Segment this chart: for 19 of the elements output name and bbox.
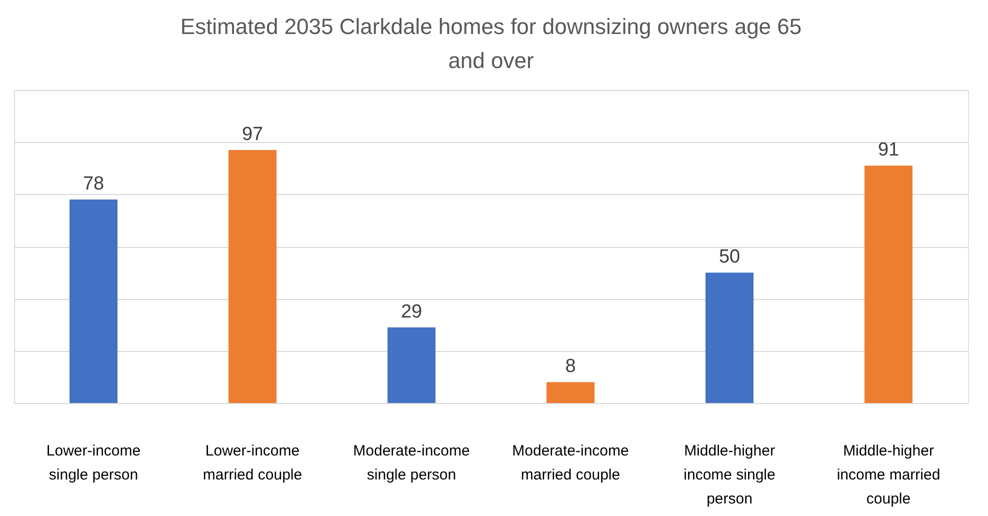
x-tick-label: Lower-income single person bbox=[46, 442, 141, 484]
data-label: 91 bbox=[878, 140, 900, 161]
x-tick-label: Moderate-income married couple bbox=[512, 442, 629, 484]
x-tick-label: Middle-higher income married couple bbox=[836, 442, 940, 508]
bar bbox=[388, 327, 436, 403]
bar bbox=[546, 382, 594, 403]
x-tick-label: Moderate-income single person bbox=[353, 442, 470, 484]
bar bbox=[228, 150, 276, 403]
data-label: 8 bbox=[565, 356, 576, 378]
x-tick-label: Lower-income married couple bbox=[202, 442, 302, 484]
bar bbox=[864, 166, 912, 403]
bar bbox=[70, 200, 118, 403]
data-label: 29 bbox=[400, 301, 422, 322]
data-label: 97 bbox=[242, 124, 264, 145]
bar bbox=[706, 272, 754, 403]
x-tick-label: Middle-higher income single person bbox=[684, 442, 776, 508]
data-label: 50 bbox=[718, 246, 740, 268]
data-label: 78 bbox=[82, 174, 104, 195]
chart-title: Estimated 2035 Clarkdale homes for downsizing owners age 65 and over bbox=[180, 14, 802, 73]
